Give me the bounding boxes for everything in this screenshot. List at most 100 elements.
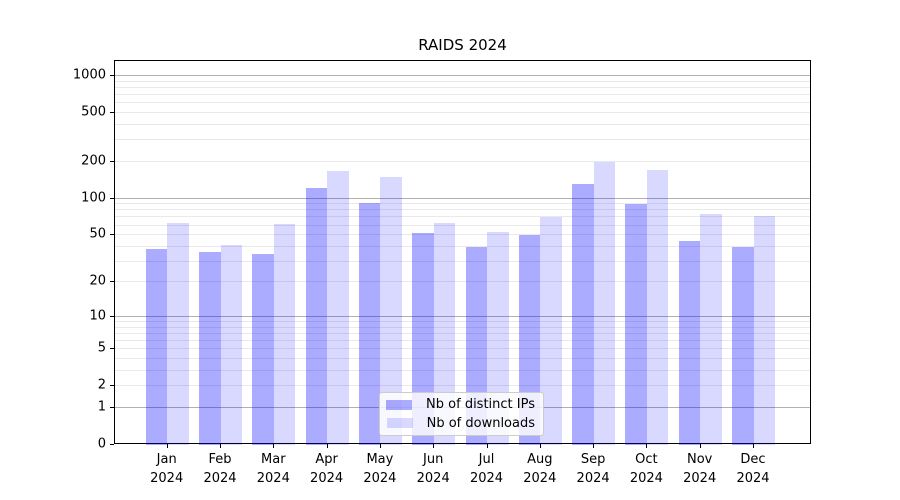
bar-jul-downloads [487, 232, 509, 445]
x-tick-mark-apr [326, 444, 328, 448]
minor-gridline-600 [115, 102, 810, 104]
x-tick-label-jun: Jun 2024 [416, 452, 450, 486]
bar-mar-downloads [273, 223, 296, 445]
minor-gridline-300 [115, 139, 810, 141]
minor-gridline-2 [115, 385, 810, 387]
bar-oct-downloads [646, 170, 669, 445]
major-gridline-1000 [115, 75, 810, 77]
x-tick-mark-dec [753, 444, 754, 448]
bar-nov-distinct-ips [678, 240, 701, 445]
bar-feb-distinct-ips [199, 252, 221, 445]
x-tick-label-jul: Jul 2024 [469, 452, 504, 486]
bar-apr-downloads [327, 170, 349, 445]
bar-dec-downloads [753, 215, 775, 445]
bar-oct-distinct-ips [625, 203, 647, 445]
minor-gridline-9 [115, 321, 810, 323]
bar-apr-distinct-ips [305, 188, 328, 445]
x-tick-mark-mar [273, 444, 275, 448]
bar-sep-downloads [593, 161, 616, 445]
x-tick-label-nov: Nov 2024 [683, 452, 717, 486]
minor-gridline-6 [115, 340, 810, 342]
x-tick-label-jan: Jan 2024 [150, 452, 184, 486]
x-tick-label-feb: Feb 2024 [203, 452, 237, 486]
legend-entry-distinct-ips: Nb of distinct IPs [386, 397, 535, 413]
minor-gridline-200 [115, 160, 810, 162]
legend-swatch-downloads [386, 418, 413, 429]
minor-gridline-4 [115, 358, 810, 360]
bar-may-distinct-ips [358, 203, 381, 445]
bar-aug-downloads [540, 216, 562, 445]
bar-nov-downloads [700, 213, 722, 445]
y-tick-label-5: 5 [97, 340, 106, 356]
y-tick-label-2: 2 [97, 377, 106, 393]
x-tick-label-sep: Sep 2024 [576, 452, 610, 486]
y-tick-mark-1 [110, 406, 114, 408]
y-tick-mark-200 [110, 160, 114, 162]
major-gridline-10 [115, 316, 810, 317]
bar-may-downloads [380, 177, 402, 445]
minor-gridline-30 [115, 260, 810, 262]
minor-gridline-90 [115, 203, 810, 205]
plot-area [114, 60, 811, 445]
bar-sep-distinct-ips [572, 183, 594, 445]
minor-gridline-5 [115, 348, 810, 350]
minor-gridline-3 [115, 369, 810, 371]
y-tick-mark-2 [110, 385, 114, 387]
x-tick-mark-jun [433, 444, 435, 448]
y-tick-mark-10 [110, 316, 114, 317]
y-tick-mark-1000 [110, 75, 114, 77]
y-tick-label-20: 20 [89, 273, 106, 289]
legend-swatch-distinct-ips [386, 399, 413, 410]
bar-feb-downloads [220, 245, 242, 445]
minor-gridline-70 [115, 216, 810, 218]
x-tick-mark-oct [646, 444, 648, 448]
x-tick-mark-sep [593, 444, 595, 448]
minor-gridline-80 [115, 209, 810, 211]
minor-gridline-500 [115, 112, 810, 114]
minor-gridline-50 [115, 234, 810, 236]
y-tick-mark-100 [110, 197, 114, 199]
x-tick-mark-nov [699, 444, 701, 448]
y-tick-mark-20 [110, 281, 114, 283]
x-tick-mark-aug [539, 444, 541, 448]
minor-gridline-400 [115, 124, 810, 126]
chart-title: RAIDS 2024 [418, 36, 507, 54]
x-tick-mark-may [379, 444, 381, 448]
minor-gridline-60 [115, 224, 810, 226]
legend: Nb of distinct IPs Nb of downloads [379, 392, 544, 436]
y-tick-mark-0 [110, 444, 114, 445]
minor-gridline-800 [115, 87, 810, 89]
bar-dec-distinct-ips [732, 246, 754, 445]
y-tick-label-100: 100 [81, 190, 106, 206]
y-tick-label-500: 500 [81, 104, 106, 120]
x-tick-label-dec: Dec 2024 [736, 452, 770, 486]
minor-gridline-900 [115, 80, 810, 82]
x-tick-mark-feb [220, 444, 221, 448]
legend-label-downloads: Nb of downloads [426, 415, 535, 431]
x-tick-mark-jan [166, 444, 168, 448]
minor-gridline-7 [115, 332, 810, 334]
major-gridline-100 [115, 197, 810, 199]
y-tick-mark-5 [110, 348, 114, 350]
bar-jan-downloads [167, 222, 189, 445]
x-tick-mark-jul [486, 444, 488, 448]
y-tick-label-200: 200 [81, 153, 106, 169]
minor-gridline-700 [115, 94, 810, 96]
legend-entry-downloads: Nb of downloads [386, 415, 535, 432]
y-tick-mark-500 [110, 112, 114, 114]
y-tick-label-10: 10 [89, 308, 106, 324]
bar-jun-downloads [433, 222, 456, 445]
x-tick-label-mar: Mar 2024 [256, 452, 290, 486]
y-tick-mark-50 [110, 234, 114, 236]
y-tick-label-1: 1 [97, 399, 106, 415]
y-tick-label-0: 0 [97, 436, 106, 452]
legend-label-distinct-ips: Nb of distinct IPs [426, 397, 535, 413]
bar-mar-distinct-ips [252, 253, 274, 445]
minor-gridline-8 [115, 326, 810, 328]
x-tick-label-aug: Aug 2024 [523, 452, 557, 486]
minor-gridline-20 [115, 281, 810, 283]
y-tick-label-50: 50 [89, 226, 106, 242]
x-tick-label-oct: Oct 2024 [629, 452, 663, 486]
x-tick-label-may: May 2024 [363, 452, 397, 486]
